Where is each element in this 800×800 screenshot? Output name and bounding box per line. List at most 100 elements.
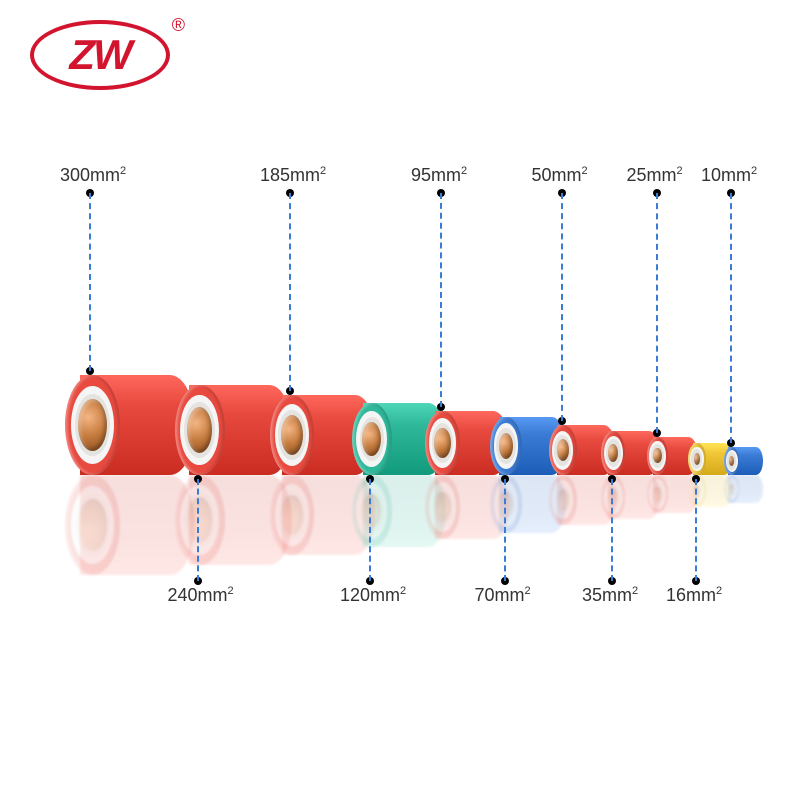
cable-ring-inner	[727, 452, 737, 469]
cable-face	[270, 475, 314, 555]
cable-face	[490, 417, 522, 475]
cable-copper-core	[557, 439, 569, 461]
leader-line	[89, 193, 91, 371]
cable-size-label: 185mm2	[260, 165, 326, 186]
cable-copper-core	[694, 453, 701, 465]
cable-copper-core	[499, 491, 513, 517]
leader-line	[369, 479, 371, 581]
cable-ring-outer	[71, 486, 114, 564]
cable-copper-core	[608, 488, 618, 506]
cable-size-label: 16mm2	[666, 585, 722, 606]
cable-ring-inner	[184, 402, 215, 458]
cable-ring-outer	[552, 431, 573, 470]
cable-copper-core	[362, 494, 381, 528]
cable-copper-core	[499, 433, 513, 459]
cable-copper-core	[78, 399, 107, 451]
cable-copper-core	[557, 489, 569, 511]
leader-line	[197, 479, 199, 581]
leader-line	[730, 193, 732, 443]
leader-line	[611, 479, 613, 581]
leader-line	[504, 479, 506, 581]
cable-ring-inner	[278, 410, 305, 460]
cable-ring-outer	[429, 418, 456, 468]
cable-ring-inner	[606, 439, 621, 466]
leader-line	[561, 193, 563, 421]
cable-face	[490, 475, 522, 533]
cable-size-label: 25mm2	[627, 165, 683, 186]
cable-ring-outer	[604, 436, 623, 470]
cable-ring-outer	[356, 411, 387, 467]
cable-size-label: 120mm2	[340, 585, 406, 606]
cable-size-label: 300mm2	[60, 165, 126, 186]
cable-ring-outer	[649, 441, 665, 471]
trademark-symbol: ®	[172, 15, 185, 36]
cable-ring-outer	[429, 482, 456, 532]
cable-ring-inner	[496, 486, 516, 522]
cable-size-label: 240mm2	[168, 585, 234, 606]
cable-face	[65, 475, 120, 575]
cable-face	[175, 385, 225, 475]
cable-copper-core	[281, 495, 303, 535]
cable-size-label: 70mm2	[475, 585, 531, 606]
leader-line	[695, 479, 697, 581]
cable-ring-outer	[726, 450, 738, 472]
cable-ring-outer	[180, 485, 219, 555]
cable-face	[175, 475, 225, 565]
cable-ring-inner	[432, 423, 454, 463]
logo-text: ZW	[69, 31, 130, 79]
cable-ring-inner	[554, 485, 571, 516]
cable-ring-outer	[494, 423, 519, 468]
cable-ring-inner	[75, 394, 109, 456]
leader-line	[289, 193, 291, 391]
cable-ring-inner	[432, 487, 454, 527]
cable-ring-inner	[75, 494, 109, 556]
cable-copper-core	[187, 407, 212, 453]
cable-face	[270, 395, 314, 475]
cable-ring-outer	[356, 483, 387, 539]
logo-oval: ZW	[30, 20, 170, 90]
cable-ring-outer	[649, 479, 665, 509]
cable-face	[425, 411, 460, 475]
cable-ring-outer	[604, 480, 623, 514]
cable-ring-inner	[727, 480, 737, 497]
cable-copper-core	[281, 415, 303, 455]
cable-face	[647, 437, 668, 475]
cable-ring-outer	[71, 386, 114, 464]
cable-face	[549, 475, 577, 525]
cable-ring-inner	[691, 449, 702, 469]
cable-ring-inner	[554, 435, 571, 466]
cable-face	[601, 431, 625, 475]
cable-ring-outer	[552, 481, 573, 520]
cable-copper-core	[434, 428, 451, 458]
cable-ring-inner	[360, 417, 385, 462]
brand-logo: ® ZW	[30, 20, 170, 90]
cable-copper-core	[653, 487, 661, 502]
cable-ring-inner	[184, 492, 215, 548]
cable-size-label: 50mm2	[532, 165, 588, 186]
cable-size-label: 35mm2	[582, 585, 638, 606]
cable-size-label: 95mm2	[411, 165, 467, 186]
cable-ring-inner	[360, 489, 385, 534]
cable-size-label: 10mm2	[701, 165, 757, 186]
cable-copper-core	[608, 444, 618, 462]
cable-ring-outer	[275, 484, 309, 546]
cable-ring-outer	[180, 395, 219, 465]
cable-copper-core	[434, 492, 451, 522]
cable-face	[352, 475, 392, 547]
cable-face	[647, 475, 668, 513]
leader-line	[656, 193, 658, 433]
cable-copper-core	[362, 422, 381, 456]
cable-face	[352, 403, 392, 475]
cable-face	[688, 443, 706, 475]
cable-copper-core	[187, 497, 212, 543]
cable-face	[425, 475, 460, 539]
cable-ring-inner	[606, 483, 621, 510]
cable-ring-inner	[651, 482, 664, 506]
cable-ring-outer	[690, 447, 704, 472]
cable-ring-inner	[496, 428, 516, 464]
leader-line	[440, 193, 442, 407]
cable-copper-core	[78, 499, 107, 551]
cable-copper-core	[729, 484, 735, 494]
cable-face	[549, 425, 577, 475]
cable-ring-outer	[494, 481, 519, 526]
